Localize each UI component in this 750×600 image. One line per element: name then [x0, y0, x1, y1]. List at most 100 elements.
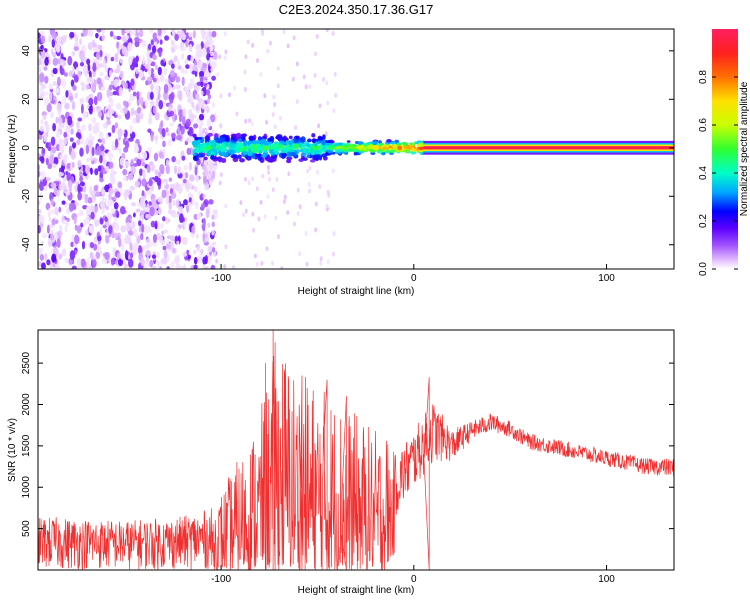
- heatmap-cell: [122, 100, 128, 107]
- heatmap-cell: [110, 97, 114, 108]
- heatmap-cell: [117, 181, 123, 189]
- heatmap-cell: [204, 254, 208, 265]
- heatmap-cell: [138, 220, 142, 227]
- heatmap-cell: [127, 42, 133, 52]
- heatmap-cell: [162, 245, 167, 251]
- heatmap-cell: [204, 135, 210, 140]
- heatmap-cell: [91, 146, 95, 157]
- heatmap-cell: [157, 29, 162, 37]
- heatmap-cell: [357, 141, 364, 145]
- heatmap-cell: [108, 199, 114, 207]
- heatmap-cell: [85, 164, 90, 175]
- heatmap-cell: [45, 123, 50, 134]
- heatmap-cell: [79, 147, 84, 157]
- heatmap-cell: [255, 139, 262, 144]
- heatmap-cell: [188, 201, 192, 208]
- heatmap-cell: [193, 82, 198, 90]
- heatmap-cell: [88, 123, 93, 132]
- heatmap-cell: [251, 42, 255, 48]
- heatmap-cell: [87, 197, 93, 204]
- heatmap-cell: [325, 203, 329, 209]
- heatmap-cell: [190, 55, 194, 63]
- heatmap-cell: [169, 122, 174, 127]
- heatmap-cell: [201, 47, 207, 58]
- heatmap-cell: [145, 207, 149, 213]
- heatmap-cell: [207, 94, 212, 100]
- heatmap-cell: [278, 115, 282, 121]
- spectrogram-x-tick-label: -100: [211, 273, 231, 284]
- heatmap-cell: [149, 206, 155, 217]
- heatmap-cell: [169, 235, 176, 242]
- heatmap-cell: [192, 148, 196, 154]
- heatmap-cell: [76, 66, 80, 72]
- heatmap-cell: [202, 264, 206, 269]
- heatmap-cell: [210, 67, 214, 73]
- snr-x-ticks: -100 0 100: [211, 565, 615, 585]
- heatmap-cell: [111, 141, 115, 152]
- heatmap-cell: [42, 148, 46, 154]
- heatmap-cell: [202, 62, 207, 68]
- heatmap-cell: [196, 212, 202, 221]
- heatmap-cell: [206, 97, 210, 104]
- heatmap-cell: [86, 257, 90, 267]
- heatmap-cell: [151, 45, 157, 54]
- heatmap-cell: [157, 92, 161, 100]
- heatmap-cell: [196, 104, 199, 111]
- heatmap-cell: [87, 139, 94, 148]
- heatmap-cell: [63, 72, 69, 77]
- spectrogram-y-tick-label: -20: [21, 189, 32, 204]
- heatmap-cell: [70, 128, 74, 135]
- heatmap-cell: [315, 154, 321, 159]
- heatmap-cell: [81, 51, 85, 60]
- heatmap-cell: [145, 250, 151, 257]
- heatmap-cell: [40, 59, 44, 69]
- heatmap-cell: [321, 153, 328, 158]
- heatmap-cell: [247, 180, 251, 186]
- heatmap-cell: [261, 173, 265, 179]
- spectrogram-y-tick-label: 20: [21, 93, 32, 105]
- heatmap-cell: [210, 264, 216, 269]
- heatmap-cell: [73, 74, 79, 83]
- heatmap-cell: [179, 30, 185, 39]
- heatmap-cell: [61, 248, 67, 257]
- heatmap-cell: [216, 71, 220, 77]
- heatmap-cell: [170, 261, 175, 269]
- heatmap-cell: [39, 253, 45, 261]
- heatmap-cell: [315, 34, 319, 40]
- heatmap-cell: [56, 102, 62, 113]
- heatmap-cell: [122, 168, 128, 176]
- heatmap-cell: [136, 106, 142, 114]
- heatmap-cell: [124, 188, 131, 196]
- heatmap-cell: [88, 224, 94, 234]
- heatmap-cell: [246, 151, 253, 157]
- heatmap-cell: [166, 131, 171, 137]
- heatmap-cell: [169, 70, 175, 78]
- heatmap-cell: [107, 108, 112, 119]
- heatmap-cell: [105, 234, 110, 244]
- heatmap-cell: [326, 100, 330, 106]
- heatmap-cell: [70, 150, 76, 160]
- heatmap-cell: [148, 179, 153, 187]
- heatmap-cell: [266, 48, 270, 54]
- heatmap-cell: [392, 143, 397, 149]
- heatmap-cell: [164, 35, 170, 41]
- heatmap-cell: [211, 247, 216, 253]
- heatmap-cell: [160, 59, 164, 66]
- heatmap-cell: [244, 140, 248, 147]
- heatmap-cell: [145, 238, 151, 243]
- heatmap-cell: [183, 69, 189, 74]
- heatmap-cell: [121, 80, 126, 86]
- heatmap-cell: [188, 109, 192, 117]
- heatmap-cell: [38, 32, 41, 39]
- heatmap-cell: [158, 99, 164, 110]
- heatmap-cell: [105, 134, 109, 140]
- heatmap-cell: [202, 217, 206, 228]
- heatmap-cell: [196, 81, 202, 86]
- heatmap-cell: [307, 181, 311, 187]
- heatmap-cell: [209, 166, 213, 172]
- heatmap-cell: [80, 103, 84, 114]
- heatmap-cell: [205, 105, 210, 114]
- heatmap-cell: [175, 199, 180, 208]
- colorbar-tick-label: 0.8: [698, 70, 709, 84]
- heatmap-cell: [54, 206, 59, 216]
